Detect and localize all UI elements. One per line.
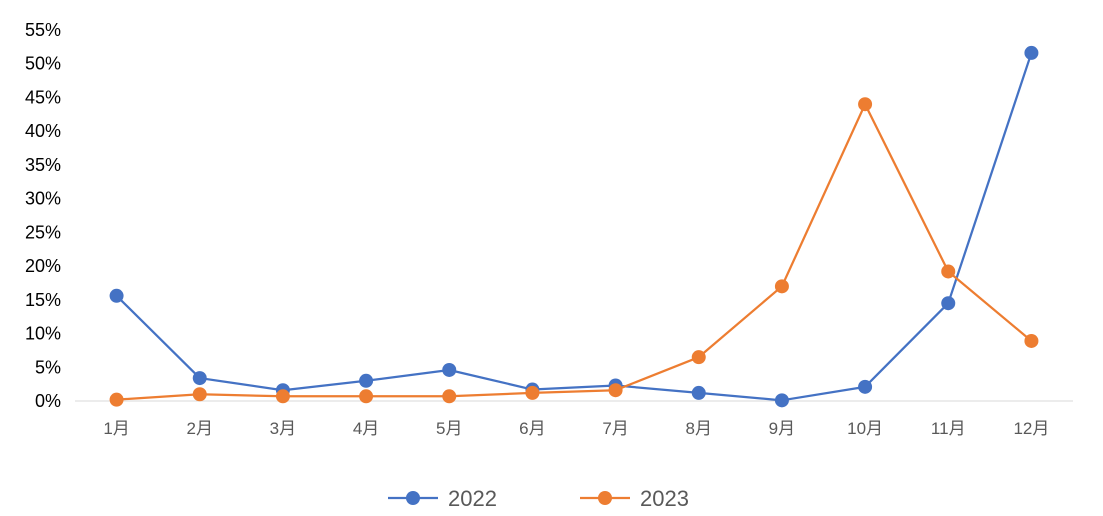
series-line-2022 [115, 52, 1033, 402]
legend-marker-icon [598, 491, 612, 505]
y-tick-label: 50% [25, 54, 61, 74]
legend-label: 2023 [640, 486, 689, 511]
data-point-2023 [109, 392, 124, 407]
data-point-2022 [109, 288, 124, 303]
y-tick-label: 5% [35, 357, 61, 377]
legend-marker-icon [406, 491, 420, 505]
data-point-2022 [941, 296, 956, 311]
y-tick-label: 30% [25, 189, 61, 209]
x-tick-label: 5月 [436, 419, 462, 438]
x-tick-label: 9月 [769, 419, 795, 438]
y-tick-label: 40% [25, 121, 61, 141]
series-2022 [109, 45, 1039, 408]
x-tick-label: 3月 [270, 419, 296, 438]
data-point-2023 [858, 97, 873, 112]
y-tick-label: 35% [25, 155, 61, 175]
data-point-2023 [442, 389, 457, 404]
data-point-2022 [691, 385, 706, 400]
data-point-2023 [691, 350, 706, 365]
data-point-2023 [774, 279, 789, 294]
data-point-2023 [275, 389, 290, 404]
x-tick-label: 4月 [353, 419, 379, 438]
data-point-2022 [442, 362, 457, 377]
x-tick-label: 10月 [847, 419, 883, 438]
x-axis: 1月 2月 3月 4月 5月 6月 7月 8月 9月 10月 11月 12月 [103, 419, 1049, 438]
data-point-2023 [1024, 333, 1039, 348]
data-point-2022 [1024, 45, 1039, 60]
y-tick-label: 55% [25, 20, 61, 40]
y-tick-label: 10% [25, 324, 61, 344]
data-point-2023 [192, 387, 207, 402]
y-tick-label: 15% [25, 290, 61, 310]
data-point-2022 [858, 379, 873, 394]
y-tick-label: 25% [25, 222, 61, 242]
legend-label: 2022 [448, 486, 497, 511]
series-line-2023 [116, 103, 1033, 401]
x-tick-label: 11月 [931, 419, 966, 438]
x-tick-label: 12月 [1013, 419, 1049, 438]
data-point-2023 [941, 264, 956, 279]
series-2023 [109, 97, 1039, 407]
x-tick-label: 6月 [519, 419, 545, 438]
data-point-2023 [608, 383, 623, 398]
y-tick-label: 20% [25, 256, 61, 276]
legend: 2022 2023 [388, 486, 689, 511]
legend-item-2023: 2023 [580, 486, 689, 511]
x-tick-label: 7月 [602, 419, 628, 438]
y-tick-label: 0% [35, 391, 61, 411]
series-layer [109, 45, 1039, 408]
y-tick-label: 45% [25, 87, 61, 107]
data-point-2022 [774, 393, 789, 408]
data-point-2022 [359, 373, 374, 388]
data-point-2023 [525, 385, 540, 400]
y-axis: 0% 5% 10% 15% 20% 25% 30% 35% 40% 45% 50% 55% [25, 20, 61, 411]
data-point-2022 [192, 371, 207, 386]
legend-item-2022: 2022 [388, 486, 497, 511]
x-tick-label: 2月 [187, 419, 213, 438]
data-point-2023 [359, 389, 374, 404]
x-tick-label: 8月 [686, 419, 712, 438]
x-tick-label: 1月 [103, 419, 129, 438]
